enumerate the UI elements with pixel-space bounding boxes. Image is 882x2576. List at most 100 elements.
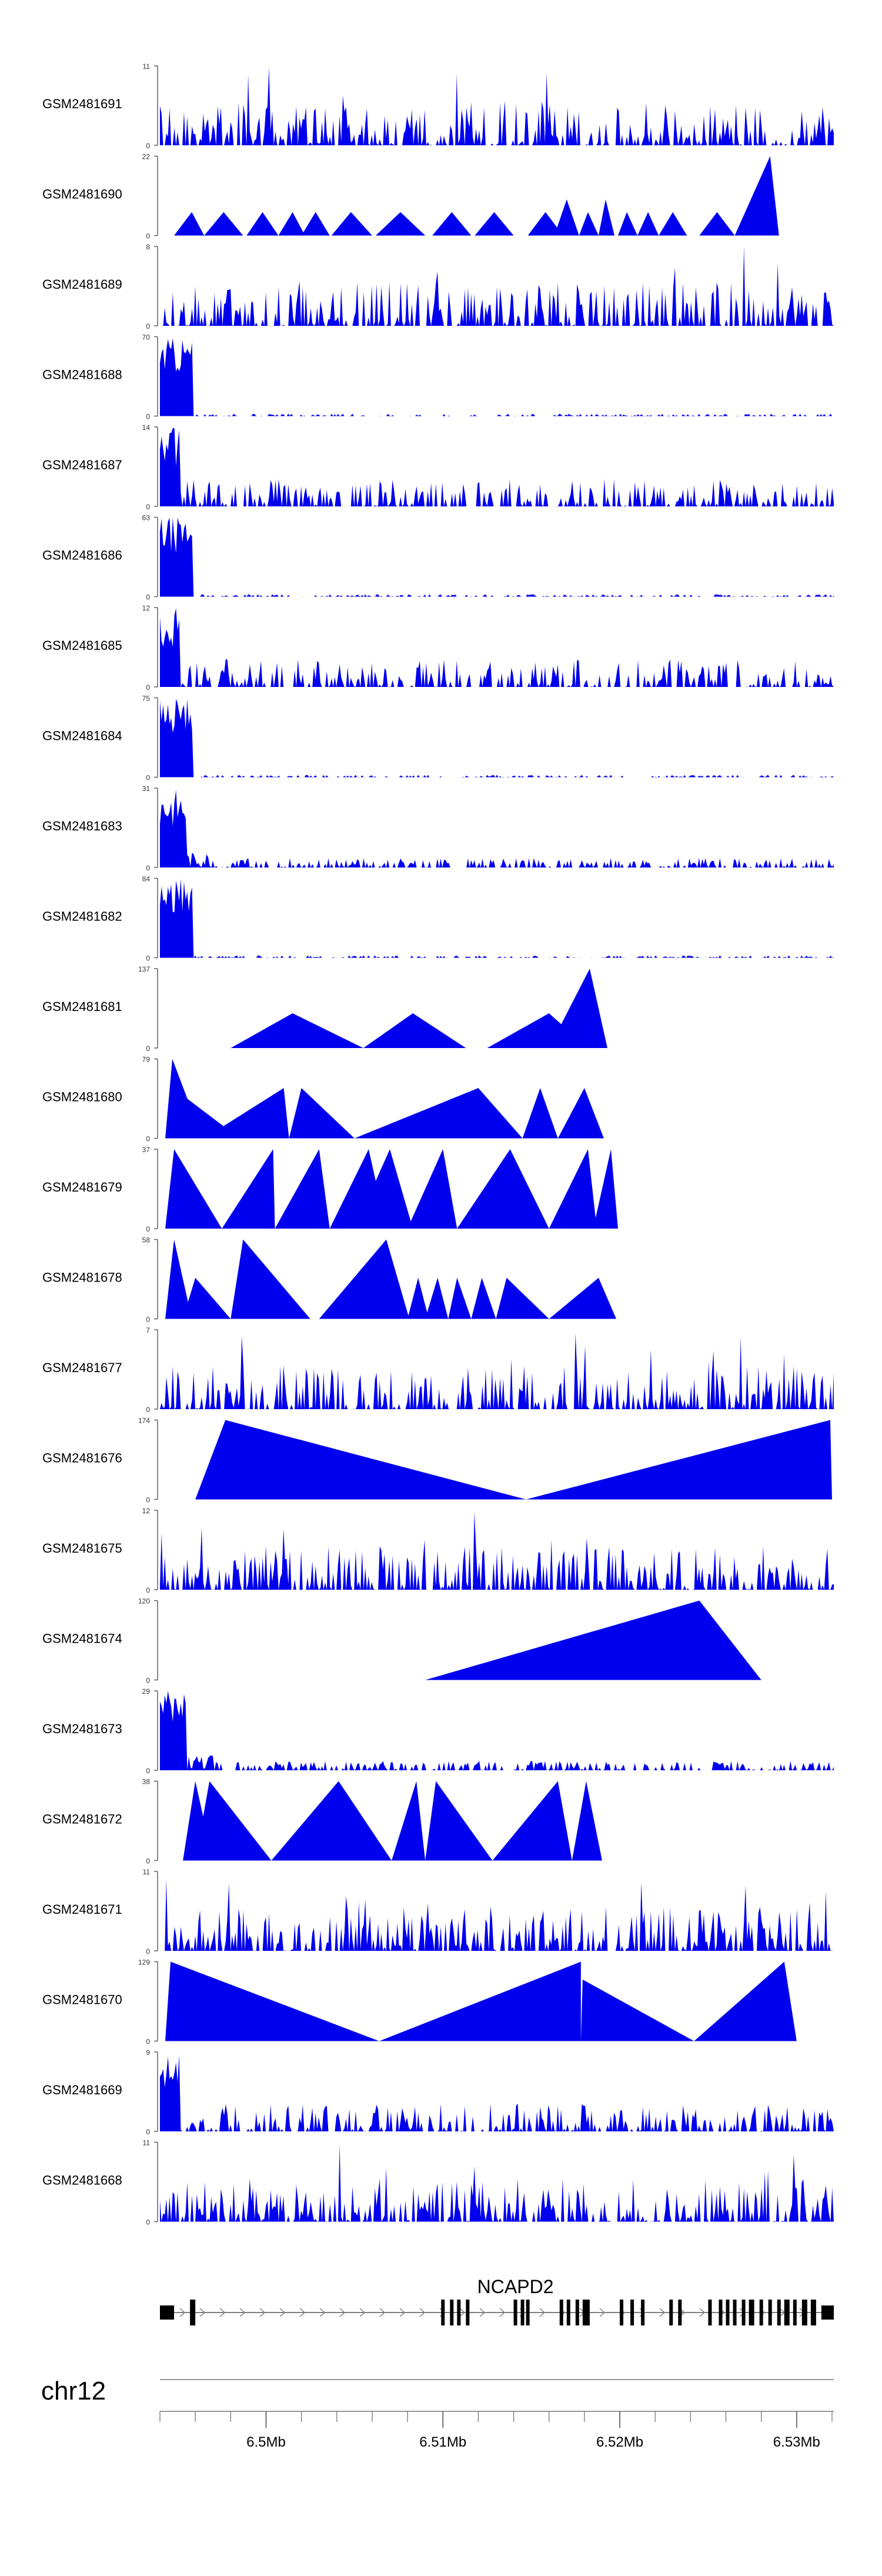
coverage-peak <box>331 212 372 236</box>
genome-axis: chr12 6.5Mb 6.51Mb 6.52Mb 6.53Mb <box>41 2377 834 2450</box>
track-GSM2481683: GSM2481683 31 0 <box>42 785 834 872</box>
coverage-peak <box>278 212 305 236</box>
gene-exon <box>513 2300 517 2325</box>
y-tick-label-min: 0 <box>146 774 150 782</box>
coverage-peak <box>457 1149 549 1229</box>
gene-exon <box>801 2300 807 2325</box>
strand-arrow <box>279 2308 285 2317</box>
gene-exon <box>457 2300 461 2325</box>
track-label: GSM2481675 <box>42 1541 122 1556</box>
coverage-peak <box>471 1277 496 1319</box>
y-tick-label-max: 14 <box>142 423 151 432</box>
coverage-peak <box>165 1239 192 1319</box>
coverage-area <box>160 879 834 958</box>
coverage-peak <box>230 1239 310 1319</box>
coverage-area <box>160 518 834 597</box>
y-tick-label-min: 0 <box>146 142 150 150</box>
track-GSM2481684: GSM2481684 75 0 <box>42 695 834 782</box>
chromosome-label: chr12 <box>41 2377 106 2405</box>
track-label: GSM2481681 <box>42 999 122 1014</box>
coverage-peak <box>204 212 243 236</box>
y-tick-label-min: 0 <box>146 2128 150 2136</box>
coverage-peak <box>734 156 779 236</box>
gene-exon <box>719 2300 723 2325</box>
coverage-area <box>160 338 834 416</box>
coverage-peak <box>425 1781 493 1861</box>
y-tick-label-min: 0 <box>146 1947 150 1956</box>
y-tick-label-min: 0 <box>146 1586 150 1594</box>
y-tick-label-min: 0 <box>146 1135 150 1143</box>
y-tick-label-max: 11 <box>143 62 151 71</box>
coverage-peak <box>407 1277 429 1319</box>
coverage-area <box>160 1333 834 1409</box>
coverage-area <box>160 2054 834 2131</box>
coverage-peak <box>554 199 579 236</box>
coverage-peak <box>195 1420 526 1500</box>
track-label: GSM2481683 <box>42 819 122 833</box>
track-label: GSM2481685 <box>42 638 122 653</box>
gene-exon <box>466 2300 470 2325</box>
coverage-peak <box>549 1277 617 1319</box>
gene-exon <box>566 2300 570 2325</box>
coverage-peak <box>195 1781 272 1861</box>
gene-exon <box>793 2300 797 2325</box>
coverage-peak <box>271 1781 392 1861</box>
gene-exon <box>741 2300 746 2325</box>
y-tick-label-min: 0 <box>146 593 150 602</box>
coverage-peak <box>363 1013 466 1048</box>
y-tick-label-max: 29 <box>142 1687 151 1696</box>
strand-arrow <box>379 2308 385 2317</box>
coverage-peak <box>392 1781 426 1861</box>
gene-label: NCAPD2 <box>477 2276 554 2297</box>
strand-arrow <box>599 2308 605 2317</box>
track-label: GSM2481687 <box>42 458 122 472</box>
coverage-peak <box>354 1149 413 1229</box>
coverage-peak <box>222 1149 275 1229</box>
coverage-area <box>160 699 834 778</box>
track-GSM2481677: GSM2481677 7 0 <box>42 1326 834 1414</box>
gene-exon <box>759 2300 763 2325</box>
gene-exon <box>641 2300 645 2325</box>
gene-exon <box>160 2305 175 2320</box>
coverage-peak <box>425 1277 449 1319</box>
coverage-peak <box>572 1781 602 1861</box>
coverage-area <box>160 790 834 867</box>
track-GSM2481688: GSM2481688 70 0 <box>42 333 834 421</box>
track-GSM2481675: GSM2481675 12 0 <box>42 1507 834 1594</box>
track-GSM2481685: GSM2481685 12 0 <box>42 604 834 692</box>
coverage-area <box>160 1511 834 1590</box>
coverage-peak <box>549 1149 597 1229</box>
y-tick-label-max: 11 <box>143 2139 151 2147</box>
gene-exon <box>450 2300 454 2325</box>
track-label: GSM2481690 <box>42 187 122 202</box>
coverage-peak <box>637 212 659 236</box>
y-tick-label-max: 174 <box>138 1417 150 1425</box>
coverage-peak <box>580 1979 694 2041</box>
track-GSM2481682: GSM2481682 84 0 <box>42 875 834 963</box>
strand-arrow <box>199 2308 205 2317</box>
gene-exon <box>575 2300 579 2325</box>
track-label: GSM2481676 <box>42 1451 122 1466</box>
track-label: GSM2481680 <box>42 1090 122 1105</box>
track-label: GSM2481682 <box>42 909 122 924</box>
track-GSM2481672: GSM2481672 38 0 <box>42 1778 602 1866</box>
gene-exon <box>733 2300 737 2325</box>
track-label: GSM2481673 <box>42 1721 122 1736</box>
track-label: GSM2481691 <box>42 96 122 111</box>
coverage-peak <box>549 969 607 1048</box>
y-tick-label-min: 0 <box>146 413 150 421</box>
coverage-area <box>160 608 834 687</box>
y-tick-label-min: 0 <box>146 1316 150 1324</box>
coverage-peak <box>475 212 514 236</box>
gene-exon <box>810 2300 816 2325</box>
axis-tick-label: 6.5Mb <box>246 2434 286 2450</box>
strand-arrow <box>659 2308 665 2317</box>
strand-arrow <box>259 2308 265 2317</box>
strand-arrow <box>359 2308 365 2317</box>
track-label: GSM2481674 <box>42 1631 122 1646</box>
y-tick-label-min: 0 <box>146 503 150 511</box>
y-tick-label-min: 0 <box>146 322 150 331</box>
track-GSM2481691: GSM2481691 11 0 <box>42 62 834 150</box>
track-GSM2481689: GSM2481689 8 0 <box>42 243 834 331</box>
